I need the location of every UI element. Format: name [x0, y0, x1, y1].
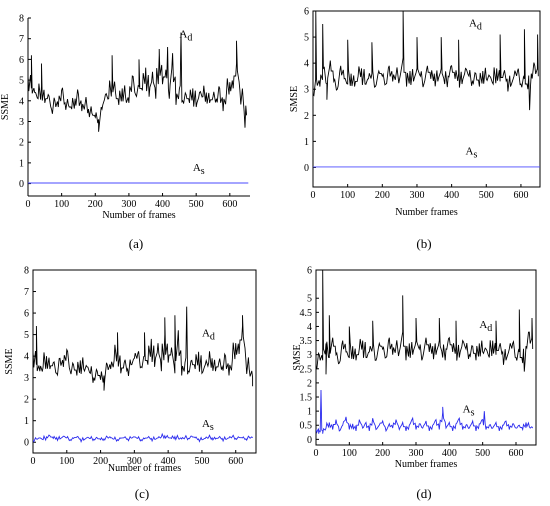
- series-label: Ad: [469, 18, 482, 33]
- x-tick-label: 100: [54, 199, 69, 210]
- y-tick-label: 5: [307, 294, 312, 305]
- x-tick-label: 500: [194, 456, 209, 467]
- y-tick-label: 5: [24, 330, 29, 341]
- series-label: Ad: [202, 328, 215, 343]
- chart-panel-c: 0 100 200 300 400 500 600 0 1 2 3 4 5 6 7 8 Number of fr…: [4, 266, 257, 501]
- x-tick-label: 600: [513, 190, 528, 201]
- panel-caption: (b): [416, 236, 431, 251]
- series-label: As: [465, 145, 477, 160]
- x-tick-label: 200: [375, 448, 390, 459]
- x-axis-label: Number of frames: [108, 463, 181, 474]
- panel-caption: (a): [129, 236, 143, 251]
- y-tick-label: 8: [24, 266, 29, 277]
- chart-panel-d: 0 100 200 300 400 500 600 0 0.5 1 1.5 2 2.5 3 3.5 4 4.5 5…: [292, 266, 537, 501]
- y-tick-label: 4: [307, 322, 312, 333]
- x-tick-label: 100: [59, 456, 74, 467]
- series-line-ad: [313, 11, 539, 111]
- y-tick-label: 2.5: [300, 364, 313, 375]
- x-tick-label: 0: [26, 199, 31, 210]
- series-line-as: [33, 432, 253, 444]
- x-tick-label: 400: [155, 199, 170, 210]
- y-tick-label: 6: [24, 309, 29, 320]
- y-tick-label: 2: [304, 111, 309, 122]
- x-tick-label: 600: [222, 199, 237, 210]
- plot-frame: [315, 269, 537, 446]
- x-tick-label: 400: [161, 456, 176, 467]
- y-tick-label: 1: [304, 137, 309, 148]
- series-line-ad: [316, 270, 534, 375]
- x-tick-label: 600: [509, 448, 524, 459]
- plot-frame: [312, 10, 541, 188]
- x-tick-label: 400: [442, 448, 457, 459]
- y-tick-label: 0.5: [300, 421, 313, 432]
- y-tick-label: 6: [307, 266, 312, 277]
- y-tick-label: 4: [304, 59, 309, 70]
- y-tick-label: 3: [304, 85, 309, 96]
- x-tick-label: 500: [475, 448, 490, 459]
- x-tick-label: 0: [311, 190, 316, 201]
- x-tick-label: 300: [409, 448, 424, 459]
- plot-frame: [32, 269, 257, 454]
- x-tick-label: 200: [93, 456, 108, 467]
- y-tick-label: 8: [19, 14, 24, 25]
- x-tick-label: 100: [342, 448, 357, 459]
- x-tick-label: 300: [409, 190, 424, 201]
- y-tick-label: 3: [24, 373, 29, 384]
- x-tick-label: 300: [127, 456, 142, 467]
- x-tick-label: 0: [31, 456, 36, 467]
- series-line-ad: [28, 32, 248, 132]
- y-tick-label: 1.5: [300, 393, 313, 404]
- y-tick-label: 5: [19, 76, 24, 87]
- x-tick-label: 400: [444, 190, 459, 201]
- x-tick-label: 0: [314, 448, 319, 459]
- panel-caption: (d): [416, 486, 431, 501]
- y-tick-label: 0: [304, 163, 309, 174]
- y-tick-label: 1: [307, 407, 312, 418]
- x-tick-label: 200: [375, 190, 390, 201]
- y-axis-label: SSME: [0, 94, 11, 120]
- y-axis-label: SMSE: [289, 86, 300, 112]
- y-tick-label: 0: [24, 438, 29, 449]
- x-axis-label: Number frames: [395, 207, 458, 218]
- y-tick-label: 4: [24, 352, 29, 363]
- x-tick-label: 100: [340, 190, 355, 201]
- series-line-ad: [33, 306, 254, 391]
- series-label: Ad: [179, 29, 192, 44]
- x-tick-label: 500: [479, 190, 494, 201]
- y-axis-label: SMSE: [292, 344, 303, 370]
- y-tick-label: 4.5: [300, 308, 313, 319]
- y-axis-label: SSME: [4, 348, 15, 374]
- y-tick-label: 3: [307, 350, 312, 361]
- series-line-as: [316, 389, 534, 434]
- panel-caption: (c): [135, 486, 149, 501]
- series-label: As: [202, 418, 214, 433]
- y-tick-label: 1: [19, 158, 24, 169]
- y-tick-label: 2: [19, 138, 24, 149]
- y-tick-label: 7: [19, 34, 24, 45]
- x-tick-label: 500: [189, 199, 204, 210]
- y-tick-label: 2: [24, 395, 29, 406]
- y-tick-label: 0: [307, 435, 312, 446]
- y-tick-label: 6: [304, 7, 309, 18]
- y-tick-label: 5: [304, 33, 309, 44]
- series-label: As: [193, 162, 205, 177]
- x-tick-label: 600: [228, 456, 243, 467]
- y-tick-label: 6: [19, 55, 24, 66]
- series-label: As: [463, 404, 475, 419]
- y-tick-label: 7: [24, 287, 29, 298]
- x-tick-label: 300: [121, 199, 136, 210]
- y-tick-label: 4: [19, 96, 24, 107]
- x-axis-label: Number frames: [395, 459, 458, 470]
- y-tick-label: 3: [19, 117, 24, 128]
- y-tick-label: 3.5: [300, 336, 313, 347]
- x-axis-label: Number of frames: [102, 210, 175, 221]
- y-tick-label: 1: [24, 416, 29, 427]
- chart-panel-a: 0 100 200 300 400 500 600 0 1 2 3 4 5 6 7 8 Number of fr…: [0, 14, 250, 251]
- y-tick-label: 2: [307, 378, 312, 389]
- chart-panel-b: 0 100 200 300 400 500 600 0 1 2 3 4 5 6 Number frames S…: [289, 7, 541, 251]
- x-tick-label: 200: [88, 199, 103, 210]
- series-label: Ad: [479, 319, 492, 334]
- y-tick-label: 0: [19, 179, 24, 190]
